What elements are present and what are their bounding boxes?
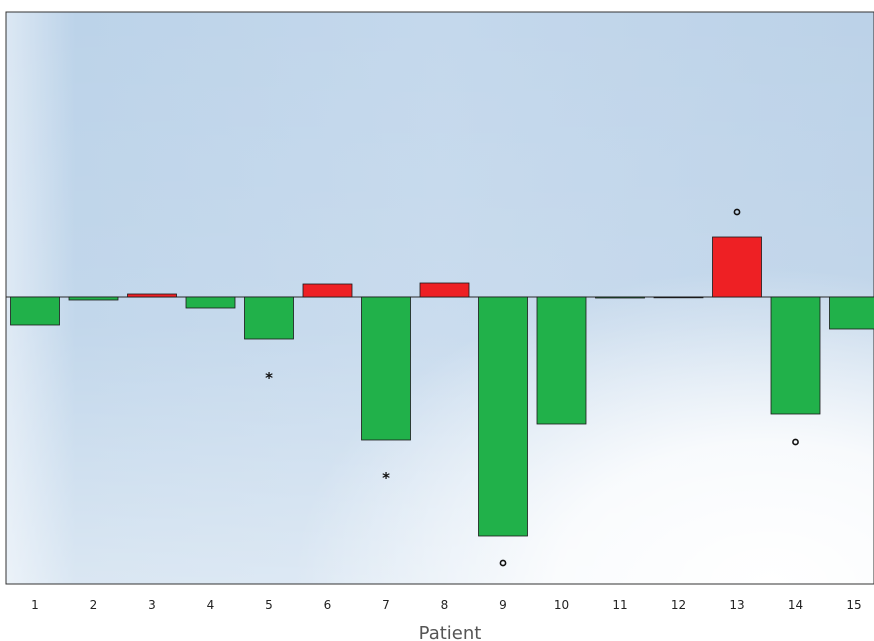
bar-patient-12	[653, 296, 704, 299]
x-tick-label: 3	[148, 598, 156, 612]
plot-background-glow	[6, 12, 874, 584]
bar-patient-13	[712, 236, 762, 298]
x-tick-label: 9	[499, 598, 507, 612]
bar-patient-1	[10, 296, 60, 326]
plot-area	[5, 11, 874, 585]
annotation-markers: **	[265, 208, 799, 567]
x-tick-label: 15	[846, 598, 861, 612]
x-tick-label: 12	[671, 598, 686, 612]
x-tick-label: 7	[382, 598, 390, 612]
bars-group	[10, 236, 874, 537]
bar-patient-9	[478, 296, 528, 537]
bar-patient-8	[419, 282, 470, 298]
bar-patient-3	[127, 293, 177, 298]
x-tick-label: 8	[441, 598, 449, 612]
bar-patient-4	[185, 296, 236, 309]
x-tick-label: 5	[265, 598, 273, 612]
x-tick-label: 10	[554, 598, 569, 612]
circle-marker	[792, 438, 799, 446]
bar-patient-10	[536, 296, 587, 425]
x-tick-label: 14	[788, 598, 803, 612]
x-tick-label: 11	[612, 598, 627, 612]
x-tick-label: 1	[31, 598, 39, 612]
plot-frame	[5, 11, 874, 585]
bar-patient-5	[244, 296, 294, 340]
x-tick-label: 13	[729, 598, 744, 612]
x-tick-label: 4	[207, 598, 215, 612]
x-tick-label: 6	[324, 598, 332, 612]
x-axis-title: Patient	[419, 623, 482, 641]
bar-patient-2	[68, 296, 119, 301]
x-tick-labels: 1 2 3 4 5 6 7 8 9 10 11 12 13 14 15	[31, 598, 861, 612]
bar-patient-6	[302, 283, 353, 298]
x-tick-label: 2	[90, 598, 98, 612]
asterisk-marker: *	[382, 469, 390, 487]
bar-patient-15	[829, 296, 874, 330]
bar-patient-14	[770, 296, 821, 415]
circle-marker	[733, 208, 741, 216]
circle-marker	[499, 559, 507, 567]
asterisk-marker: *	[265, 369, 273, 387]
bar-patient-7	[361, 296, 411, 441]
bar-patient-11	[595, 296, 645, 299]
